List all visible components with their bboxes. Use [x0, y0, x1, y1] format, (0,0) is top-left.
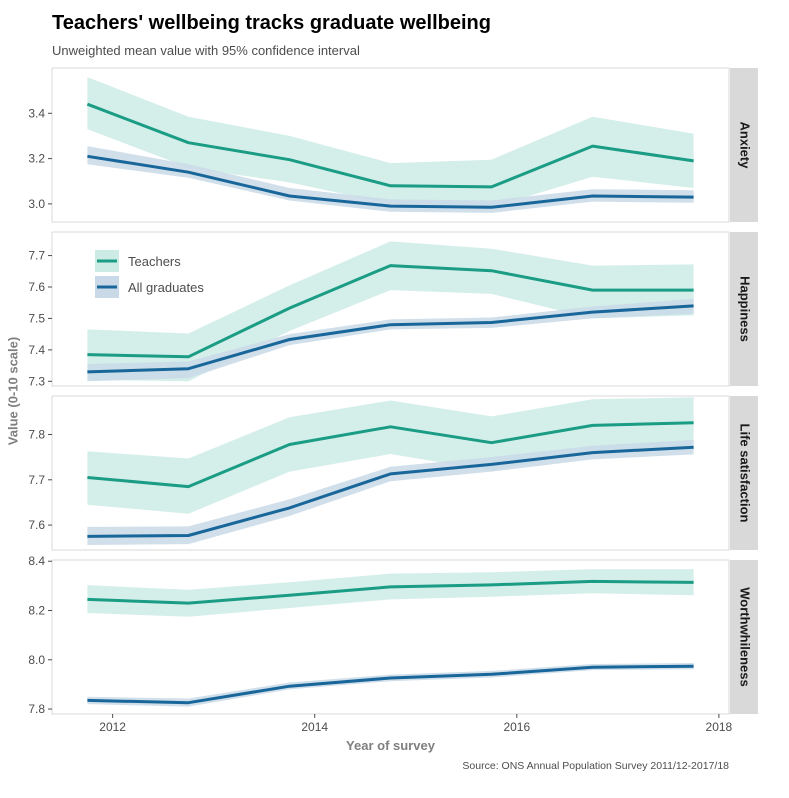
- y-axis-title: Value (0-10 scale): [5, 337, 20, 445]
- ytick-label: 3.4: [28, 106, 45, 120]
- ytick-label: 8.4: [28, 554, 45, 568]
- ci-band-teachers-worthwhileness: [87, 569, 694, 617]
- xtick-label: 2014: [301, 720, 328, 734]
- strip-life-satisfaction: [730, 396, 758, 550]
- ytick-label: 7.4: [28, 343, 45, 357]
- ytick-label: 8.2: [28, 604, 45, 618]
- ci-band-teachers-life-satisfaction: [87, 397, 694, 514]
- ytick-label: 7.7: [28, 473, 45, 487]
- strip-happiness: [730, 232, 758, 386]
- legend-label-all-graduates: All graduates: [128, 280, 204, 295]
- strip-label-life-satisfaction: Life satisfaction: [738, 424, 753, 523]
- ytick-label: 3.2: [28, 152, 45, 166]
- chart-subtitle: Unweighted mean value with 95% confidenc…: [52, 43, 360, 58]
- strip-label-worthwhileness: Worthwhileness: [738, 587, 753, 686]
- ci-band-teachers-happiness: [87, 241, 694, 382]
- strip-label-happiness: Happiness: [738, 276, 753, 342]
- ytick-label: 7.3: [28, 374, 45, 388]
- strip-label-anxiety: Anxiety: [738, 122, 753, 170]
- ytick-label: 7.6: [28, 518, 45, 532]
- strip-worthwhileness: [730, 560, 758, 714]
- legend-label-teachers: Teachers: [128, 254, 181, 269]
- source-caption: Source: ONS Annual Population Survey 201…: [462, 760, 729, 772]
- xtick-label: 2012: [99, 720, 126, 734]
- xtick-label: 2018: [706, 720, 733, 734]
- ci-band-all-graduates-anxiety: [87, 146, 694, 213]
- ytick-label: 3.0: [28, 197, 45, 211]
- ci-band-all-graduates-life-satisfaction: [87, 439, 694, 545]
- ytick-label: 7.5: [28, 311, 45, 325]
- xtick-label: 2016: [503, 720, 530, 734]
- chart-title: Teachers' wellbeing tracks graduate well…: [52, 12, 491, 34]
- ytick-label: 8.0: [28, 653, 45, 667]
- x-axis-title: Year of survey: [346, 738, 436, 753]
- ci-band-all-graduates-happiness: [87, 298, 694, 382]
- strip-anxiety: [730, 68, 758, 222]
- ytick-label: 7.8: [28, 702, 45, 716]
- ci-band-teachers-anxiety: [87, 77, 694, 208]
- ytick-label: 7.6: [28, 280, 45, 294]
- ytick-label: 7.7: [28, 249, 45, 263]
- ytick-label: 7.8: [28, 428, 45, 442]
